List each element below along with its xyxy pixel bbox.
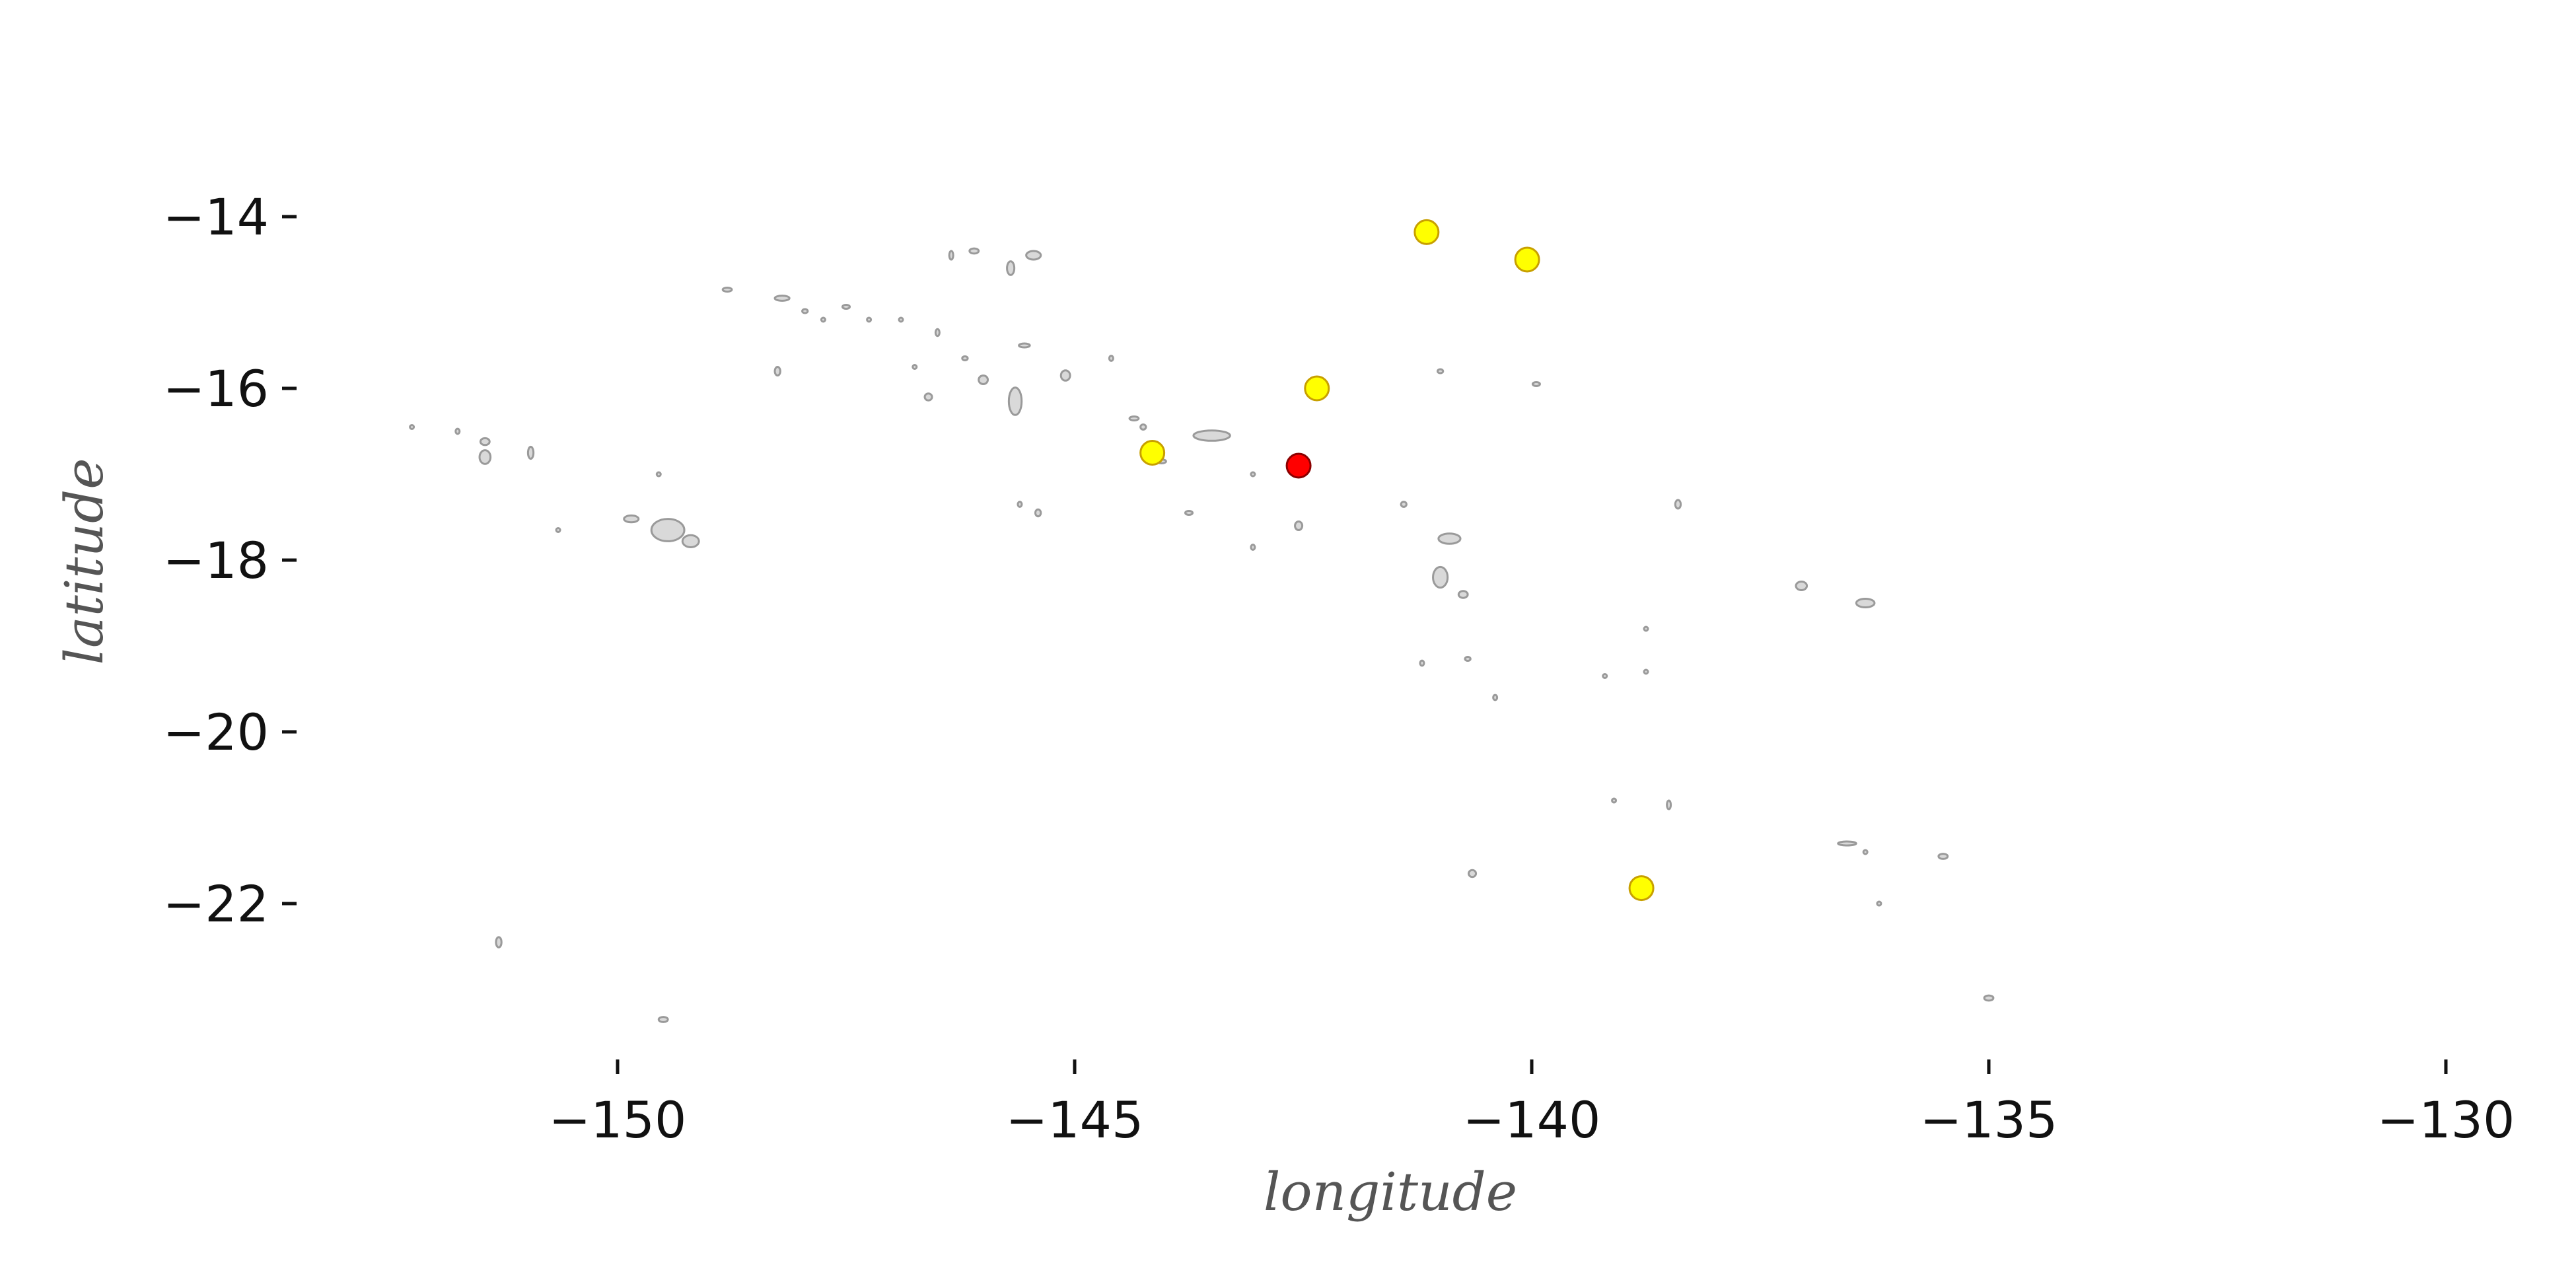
x-axis-title: longitude <box>1264 1161 1517 1223</box>
island-shape <box>721 287 733 293</box>
island-shape <box>1250 544 1256 551</box>
island-shape <box>923 392 933 402</box>
island-shape <box>968 247 980 255</box>
island-outlines <box>409 247 1995 1023</box>
island-shape <box>1108 355 1114 362</box>
island-shape <box>555 527 561 533</box>
yellow-site-marker <box>1139 440 1166 466</box>
red-site-marker <box>1285 452 1312 479</box>
yellow-site-marker <box>1413 219 1440 245</box>
island-shape <box>1983 994 1995 1002</box>
island-shape <box>1855 598 1876 608</box>
island-shape <box>1419 659 1425 667</box>
island-shape <box>1862 849 1869 855</box>
yellow-site-marker <box>1514 246 1540 273</box>
island-shape <box>1059 369 1071 382</box>
x-tick-label: −130 <box>2377 1091 2515 1149</box>
island-shape <box>1531 381 1541 387</box>
island-shape <box>1184 510 1194 516</box>
island-shape <box>1294 520 1304 531</box>
island-shape <box>961 355 969 361</box>
island-shape <box>1876 900 1882 907</box>
island-shape <box>1139 423 1147 431</box>
island-shape <box>409 424 415 430</box>
island-shape <box>650 518 686 542</box>
island-shape <box>1674 499 1682 510</box>
x-tick-label: −150 <box>549 1091 687 1149</box>
y-tick-label: −22 <box>163 875 269 933</box>
island-shape <box>801 308 809 314</box>
island-shape <box>773 295 791 302</box>
island-shape <box>1432 565 1449 589</box>
y-axis: −14 −16 −18 −20 −22 <box>163 188 297 933</box>
island-shape <box>1006 260 1016 276</box>
island-shape <box>1017 501 1023 508</box>
island-shape <box>623 514 640 524</box>
island-shape <box>681 534 700 549</box>
island-shape <box>1937 853 1949 860</box>
x-tick-label: −145 <box>1006 1091 1144 1149</box>
island-shape <box>1464 656 1472 662</box>
island-shape <box>1025 250 1042 261</box>
island-shape <box>1192 429 1231 442</box>
y-axis-title: latitude <box>54 458 115 664</box>
island-shape <box>655 471 662 478</box>
island-shape <box>1795 581 1808 591</box>
island-shape <box>1437 532 1462 545</box>
y-tick-label: −18 <box>163 531 269 590</box>
yellow-site-marker <box>1304 375 1330 402</box>
island-shape <box>1837 840 1857 847</box>
island-shape <box>866 316 873 323</box>
island-shape <box>898 316 904 323</box>
island-shape <box>1643 626 1649 632</box>
island-shape <box>1128 415 1140 421</box>
y-tick-label: −20 <box>163 703 269 762</box>
y-tick-label: −14 <box>163 188 269 246</box>
island-shape <box>1468 869 1478 878</box>
island-shape <box>773 366 781 376</box>
island-shape <box>1250 471 1256 478</box>
y-tick-label: −16 <box>163 359 269 418</box>
x-tick-label: −135 <box>1920 1091 2058 1149</box>
island-shape <box>1602 673 1608 679</box>
island-shape <box>948 250 954 261</box>
site-markers <box>1139 219 1655 902</box>
island-shape <box>978 375 989 385</box>
island-shape <box>841 304 851 310</box>
island-shape <box>526 445 535 460</box>
island-shape <box>1436 368 1445 375</box>
island-shape <box>820 316 826 323</box>
island-shape <box>478 449 492 465</box>
island-shape <box>912 364 918 370</box>
island-shape <box>479 437 491 447</box>
island-shape <box>934 328 941 338</box>
island-shape <box>1643 668 1649 675</box>
x-axis: −150 −145 −140 −135 −130 <box>549 1059 2515 1149</box>
yellow-site-marker <box>1628 875 1655 902</box>
x-tick-label: −140 <box>1463 1091 1601 1149</box>
island-shape <box>1007 386 1023 416</box>
island-shape <box>1611 797 1618 804</box>
island-shape <box>1018 342 1031 349</box>
island-shape <box>1666 799 1672 810</box>
island-shape <box>1457 590 1469 599</box>
island-shape <box>454 427 461 435</box>
island-shape <box>1400 501 1408 508</box>
island-shape <box>1492 694 1499 701</box>
island-shape <box>1034 508 1042 518</box>
island-shape <box>657 1016 669 1023</box>
island-shape <box>495 936 503 948</box>
